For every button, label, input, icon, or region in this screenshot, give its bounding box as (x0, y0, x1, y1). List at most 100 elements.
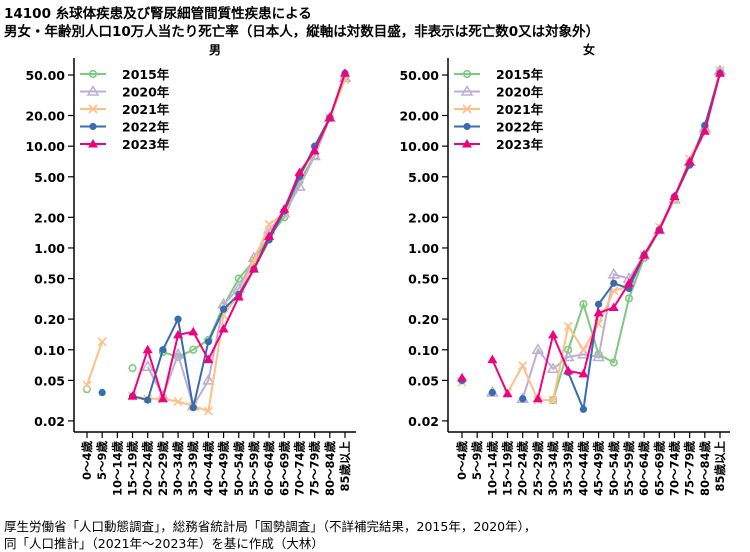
data-point (639, 250, 650, 259)
data-point (579, 300, 588, 309)
data-point (294, 167, 305, 177)
panel-title: 男 (209, 43, 221, 57)
x-tick-label: 45～49歳 (217, 441, 231, 497)
data-point (202, 373, 215, 385)
x-tick-label: 75～79歳 (683, 441, 697, 497)
legend-marker (89, 122, 97, 131)
data-point (157, 393, 168, 403)
data-point (98, 388, 106, 397)
data-point (159, 346, 167, 354)
y-tick-label: 1.00 (408, 241, 439, 256)
data-point (340, 68, 350, 77)
series-2023年 (457, 68, 725, 403)
data-point (532, 393, 543, 403)
x-tick-label: 55～59歳 (247, 441, 261, 497)
data-point (563, 365, 574, 375)
legend-label: 2021年 (496, 102, 544, 117)
data-point (174, 315, 182, 323)
data-point (594, 300, 603, 308)
x-tick-label: 75～79歳 (308, 441, 322, 497)
x-tick-label: 25～29歳 (531, 441, 545, 497)
x-tick-label: 70～74歳 (667, 441, 681, 497)
legend-label: 2015年 (496, 67, 544, 82)
x-tick-label: 80～84歳 (698, 441, 712, 497)
data-point (142, 344, 153, 354)
legend-marker (88, 104, 98, 114)
data-point (669, 191, 680, 201)
legend-label: 2022年 (496, 120, 544, 135)
x-tick-label: 65～69歳 (652, 441, 666, 497)
data-point (293, 180, 306, 191)
data-point (188, 326, 199, 336)
x-tick-label: 25～29歳 (156, 441, 170, 497)
legend-marker (462, 69, 472, 79)
legend-entry: 2020年 (80, 85, 170, 100)
data-point (592, 350, 605, 362)
data-point (563, 321, 573, 331)
x-tick-label: 0～4歳 (80, 441, 94, 481)
data-point (548, 395, 558, 405)
x-tick-label: 60～64歳 (637, 441, 651, 497)
legend-entry: 2015年 (454, 67, 544, 82)
x-tick-label: 70～74歳 (292, 441, 306, 497)
data-point (715, 68, 725, 77)
y-tick-label: 5.00 (408, 170, 439, 185)
data-point (579, 405, 588, 413)
data-point (203, 406, 213, 416)
y-tick-label: 0.02 (408, 414, 439, 429)
x-tick-label: 35～39歳 (561, 441, 575, 497)
legend-marker (462, 104, 472, 114)
legend-entry: 2023年 (454, 137, 544, 152)
x-tick-label: 20～24歳 (141, 441, 155, 497)
legend-marker (88, 69, 98, 79)
data-point (577, 347, 590, 359)
data-point (248, 264, 259, 273)
legend-entry: 2023年 (80, 137, 170, 152)
data-point (309, 145, 320, 155)
legend-label: 2023年 (496, 137, 544, 152)
legend-entry: 2022年 (454, 120, 544, 135)
x-tick-label: 40～44歳 (201, 441, 215, 497)
data-point (699, 126, 710, 135)
x-tick-label: 15～19歳 (126, 441, 140, 497)
data-point (502, 388, 513, 398)
data-point (264, 231, 275, 240)
data-point (607, 267, 621, 279)
data-point (144, 396, 152, 404)
legend-label: 2020年 (122, 85, 170, 100)
x-tick-label: 85歳以上 (713, 441, 727, 492)
panel-male: 男 0.02 0.05 0.10 0.20 0.50 1.00 2.00 5.00 10.00 20… (25, 43, 356, 496)
data-point (189, 404, 197, 412)
legend-entry: 2021年 (80, 102, 170, 117)
data-point (519, 395, 527, 403)
data-point (218, 323, 229, 333)
x-tick-label: 40～44歳 (576, 441, 590, 497)
legend-entry: 2022年 (80, 120, 170, 135)
y-tick-label: 0.50 (408, 272, 439, 287)
data-point (457, 372, 467, 382)
data-point (264, 219, 274, 230)
x-tick-label: 80～84歳 (323, 441, 337, 497)
y-tick-label: 0.05 (408, 373, 439, 388)
data-point (204, 338, 213, 346)
chart-title-line2: 男女・年齢別人口10万人当たり死亡率（日本人，縦軸は対数目盛，非表示は死亡数0又… (4, 24, 600, 40)
data-point (97, 337, 107, 347)
data-point (173, 329, 184, 339)
data-point (279, 204, 290, 213)
data-point (684, 156, 695, 166)
y-tick-label: 50.00 (25, 68, 65, 83)
series-line (86, 341, 104, 386)
x-tick-label: 15～19歳 (501, 441, 515, 497)
y-tick-label: 1.00 (34, 241, 65, 256)
legend-marker (463, 122, 471, 131)
x-tick-label: 50～54歳 (232, 441, 246, 497)
data-point (593, 307, 604, 317)
x-tick-label: 85歳以上 (338, 441, 352, 492)
legend-label: 2023年 (122, 137, 170, 152)
data-point (624, 294, 634, 303)
x-tick-label: 30～34歳 (171, 441, 185, 497)
y-tick-label: 20.00 (399, 109, 439, 124)
y-tick-label: 0.50 (34, 272, 65, 287)
data-point (546, 362, 560, 374)
data-point (561, 350, 575, 362)
